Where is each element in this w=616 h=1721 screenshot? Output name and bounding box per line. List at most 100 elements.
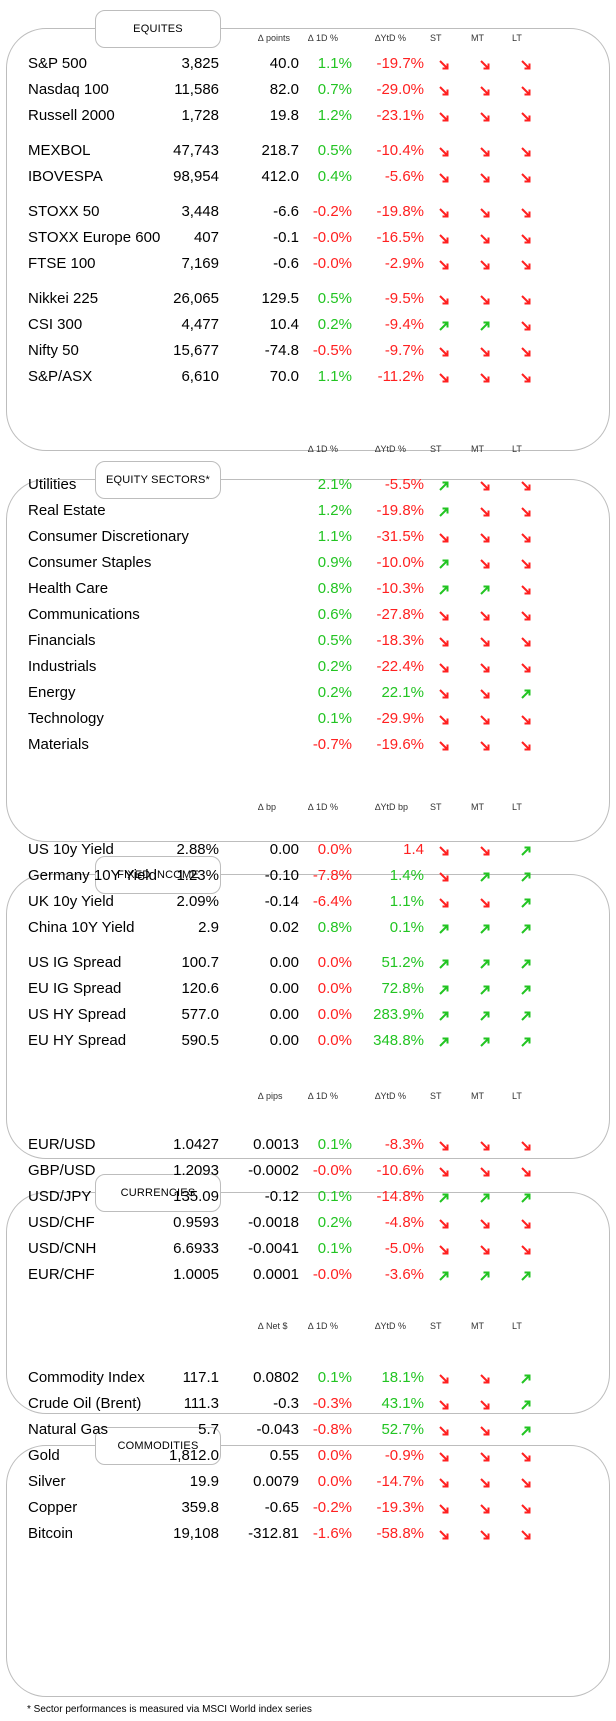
sectors-row: Technology 0.1% -29.9% [6, 710, 610, 736]
commodities-value-cell: 111.3 [183, 1395, 219, 1412]
fixed-ytd-cell: 0.1% [389, 919, 424, 936]
sectors-row: Consumer Staples 0.9% -10.0% [6, 554, 610, 580]
equities-st-trend-up-icon [439, 321, 449, 331]
equities-st-trend-down-icon [439, 347, 449, 357]
commodities-change-cell: -0.3 [273, 1395, 299, 1412]
fixed-change-cell: 0.00 [269, 841, 299, 858]
equities-row: S&P/ASX 6,610 70.0 1.1% -11.2% [6, 368, 610, 394]
commodities-tab: COMMODITIES [95, 1427, 221, 1465]
sectors-row: Communications 0.6% -27.8% [6, 606, 610, 632]
currencies-row: USD/CNH 6.6933 -0.0041 0.1% -5.0% [6, 1240, 610, 1266]
sectors-ytd-cell: -5.5% [384, 476, 424, 493]
fixed-st-trend-up-icon [439, 959, 449, 969]
equities-header-ytd: ∆YtD % [375, 33, 407, 43]
sectors-name-cell: Consumer Staples [28, 554, 152, 571]
sectors-table: ∆ 1D % ∆YtD % ST MT LT Utilities 2.1% -5.5% Real… [6, 0, 610, 842]
fixed-row: US HY Spread 577.0 0.00 0.0% 283.9% [6, 1006, 610, 1032]
equities-change-cell: -0.1 [273, 229, 299, 246]
sectors-header-ytd: ∆YtD % [375, 444, 407, 454]
fixed-mt-trend-up-icon [480, 985, 490, 995]
currencies-st-trend-down-icon [439, 1141, 449, 1151]
equities-header-st: ST [430, 33, 442, 43]
sectors-mt-trend-down-icon [480, 741, 490, 751]
commodities-lt-trend-down-icon [521, 1478, 531, 1488]
sectors-1d-pct-cell: 0.5% [317, 632, 352, 649]
equities-st-trend-down-icon [439, 260, 449, 270]
equities-row: STOXX 50 3,448 -6.6 -0.2% -19.8% [6, 203, 610, 229]
fixed-lt-trend-up-icon [521, 959, 531, 969]
equities-row: CSI 300 4,477 10.4 0.2% -9.4% [6, 316, 610, 342]
currencies-lt-trend-up-icon [521, 1193, 531, 1203]
commodities-1d-pct-cell: -0.3% [312, 1395, 352, 1412]
commodities-name-cell: Crude Oil (Brent) [28, 1395, 142, 1412]
equities-lt-trend-down-icon [521, 173, 531, 183]
sectors-st-trend-up-icon [439, 481, 449, 491]
currencies-change-cell: -0.0041 [248, 1240, 299, 1257]
equities-value-cell: 15,677 [173, 342, 219, 359]
equities-value-cell: 407 [193, 229, 219, 246]
fixed-ytd-cell: 1.1% [389, 893, 424, 910]
sectors-name-cell: Materials [28, 736, 89, 753]
commodities-name-cell: Gold [28, 1447, 60, 1464]
commodities-value-cell: 1,812.0 [168, 1447, 219, 1464]
equities-st-trend-down-icon [439, 234, 449, 244]
equities-mt-trend-up-icon [480, 321, 490, 331]
fixed-lt-trend-up-icon [521, 872, 531, 882]
commodities-value-cell: 359.8 [181, 1499, 219, 1516]
commodities-header-mt: MT [471, 1321, 484, 1331]
currencies-lt-trend-down-icon [521, 1167, 531, 1177]
sectors-mt-trend-down-icon [480, 481, 490, 491]
fixed-st-trend-up-icon [439, 985, 449, 995]
equities-lt-trend-down-icon [521, 373, 531, 383]
equities-value-cell: 47,743 [173, 142, 219, 159]
commodities-change-cell: -312.81 [248, 1525, 299, 1542]
sectors-header-pct: ∆ 1D % [308, 444, 339, 454]
commodities-row: Commodity Index 117.1 0.0802 0.1% 18.1% [6, 1369, 610, 1395]
equities-row: STOXX Europe 600 407 -0.1 -0.0% -16.5% [6, 229, 610, 255]
fixed-lt-trend-up-icon [521, 924, 531, 934]
fixed-st-trend-down-icon [439, 872, 449, 882]
fixed-change-cell: 0.00 [269, 1032, 299, 1049]
currencies-row: GBP/USD 1.2093 -0.0002 -0.0% -10.6% [6, 1162, 610, 1188]
equities-row: S&P 500 3,825 40.0 1.1% -19.7% [6, 55, 610, 81]
sectors-row: Energy 0.2% 22.1% [6, 684, 610, 710]
equities-name-cell: S&P/ASX [28, 368, 93, 385]
currencies-1d-pct-cell: -0.0% [312, 1266, 352, 1283]
fixed-ytd-cell: 51.2% [381, 954, 424, 971]
sectors-ytd-cell: -29.9% [376, 710, 424, 727]
commodities-change-cell: 0.0079 [253, 1473, 299, 1490]
commodities-header-lt: LT [512, 1321, 522, 1331]
currencies-lt-trend-down-icon [521, 1219, 531, 1229]
sectors-1d-pct-cell: 1.2% [317, 502, 352, 519]
equities-st-trend-down-icon [439, 208, 449, 218]
commodities-1d-pct-cell: 0.0% [317, 1447, 352, 1464]
sectors-name-cell: Utilities [28, 476, 77, 493]
commodities-header-pct: ∆ 1D % [308, 1321, 339, 1331]
commodities-name-cell: Bitcoin [28, 1525, 74, 1542]
equities-row: FTSE 100 7,169 -0.6 -0.0% -2.9% [6, 255, 610, 281]
sectors-row: Real Estate 1.2% -19.8% [6, 502, 610, 528]
equities-change-cell: 40.0 [269, 55, 299, 72]
currencies-table: ∆ pips ∆ 1D % ∆YtD % ST MT LT EUR/USD 1.0427 0.0… [6, 0, 610, 1414]
commodities-1d-pct-cell: 0.1% [317, 1369, 352, 1386]
fixed-mt-trend-up-icon [480, 1037, 490, 1047]
commodities-row: Copper 359.8 -0.65 -0.2% -19.3% [6, 1499, 610, 1525]
sectors-name-cell: Communications [28, 606, 140, 623]
equities-row: Russell 2000 1,728 19.8 1.2% -23.1% [6, 107, 610, 133]
sectors-ytd-cell: -27.8% [376, 606, 424, 623]
equities-value-cell: 98,954 [173, 168, 219, 185]
sectors-header-mt: MT [471, 444, 484, 454]
fixed-row: China 10Y Yield 2.9 0.02 0.8% 0.1% [6, 919, 610, 945]
equities-value-cell: 1,728 [181, 107, 219, 124]
commodities-1d-pct-cell: -0.2% [312, 1499, 352, 1516]
equities-name-cell: Nikkei 225 [28, 290, 99, 307]
sectors-mt-trend-down-icon [480, 663, 490, 673]
fixed-1d-pct-cell: 0.0% [317, 1006, 352, 1023]
fixed-lt-trend-up-icon [521, 1037, 531, 1047]
sectors-ytd-cell: 22.1% [381, 684, 424, 701]
fixed-1d-pct-cell: 0.8% [317, 919, 352, 936]
currencies-mt-trend-down-icon [480, 1219, 490, 1229]
currencies-header-chg: ∆ pips [258, 1091, 283, 1101]
equities-row: Nifty 50 15,677 -74.8 -0.5% -9.7% [6, 342, 610, 368]
currencies-lt-trend-up-icon [521, 1271, 531, 1281]
